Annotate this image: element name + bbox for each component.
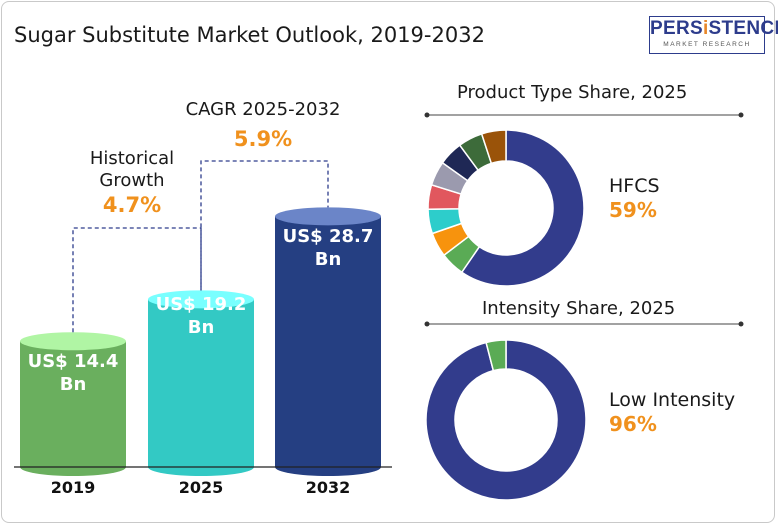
logo-subtitle: MARKET RESEARCH: [663, 41, 751, 48]
product-type-slice-0: [460, 129, 585, 287]
hfcs-value: 59%: [609, 198, 657, 222]
product-type-separator-dot-left: [424, 112, 430, 118]
product-type-separator-dot-right: [738, 112, 744, 118]
bar-label-2019: US$ 14.4 Bn: [18, 350, 128, 396]
intensity-slice-1: [485, 339, 507, 372]
bar-label-2019-line2: Bn: [59, 374, 87, 395]
cagr-value: 5.9%: [233, 127, 293, 151]
historical-label-line1: Historical: [89, 148, 175, 169]
bar-label-2032-line2: Bn: [314, 249, 342, 270]
product-type-chart-title: Product Type Share, 2025: [451, 82, 694, 103]
brand-logo: PERSiSTENCE MARKET RESEARCH: [649, 16, 778, 54]
product-type-slice-8: [480, 129, 507, 165]
low-intensity-name: Low Intensity: [609, 389, 736, 411]
intensity-slice-0: [425, 339, 587, 501]
intensity-separator-dot-right: [738, 321, 744, 327]
x-tick-2019: 2019: [50, 478, 96, 497]
bar-2025: [148, 299, 254, 476]
historical-growth-annotation: Historical Growth 4.7%: [72, 148, 192, 216]
bar-top-2019: [20, 332, 126, 351]
x-tick-2032: 2032: [305, 478, 351, 497]
bar-top-2032: [275, 207, 381, 226]
logo-name-pre: PERS: [650, 18, 703, 39]
low-intensity-label: Low Intensity 96%: [609, 388, 735, 436]
cagr-label: CAGR 2025-2032: [185, 99, 341, 120]
bar-label-2032: US$ 28.7 Bn: [273, 225, 383, 271]
logo-name: PERSiSTENCE: [650, 18, 778, 40]
bar-label-2025-line1: US$ 19.2: [155, 294, 247, 315]
historical-growth-value: 4.7%: [102, 193, 162, 217]
bar-label-2032-line1: US$ 28.7: [282, 226, 374, 247]
historical-growth-connector: [72, 227, 202, 333]
logo-name-i: i: [702, 18, 709, 39]
hfcs-label: HFCS 59%: [609, 174, 660, 222]
bar-2019: [20, 341, 126, 476]
historical-label-line2: Growth: [99, 170, 165, 191]
bar-label-2025-line2: Bn: [187, 317, 215, 338]
low-intensity-value: 96%: [609, 412, 657, 436]
chart-title: Sugar Substitute Market Outlook, 2019-20…: [14, 23, 485, 47]
intensity-chart-title: Intensity Share, 2025: [476, 298, 682, 319]
x-tick-2025: 2025: [178, 478, 224, 497]
bar-label-2025: US$ 19.2 Bn: [146, 293, 256, 339]
logo-name-post: STENCE: [708, 18, 778, 39]
cagr-annotation: CAGR 2025-2032 5.9%: [183, 99, 343, 150]
bar-label-2019-line1: US$ 14.4: [27, 351, 119, 372]
bar-top-2025: [148, 290, 254, 309]
cagr-connector: [200, 160, 329, 291]
intensity-separator-dot-left: [424, 321, 430, 327]
bar-2032: [275, 216, 381, 476]
hfcs-name: HFCS: [609, 175, 660, 197]
